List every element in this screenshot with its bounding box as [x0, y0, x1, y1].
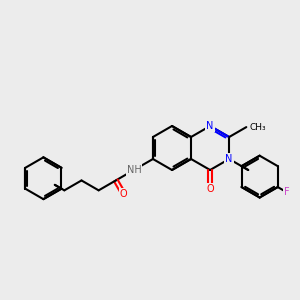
Text: O: O	[206, 184, 214, 194]
Text: N: N	[206, 121, 214, 131]
Text: O: O	[120, 189, 127, 199]
Text: CH₃: CH₃	[249, 123, 266, 132]
Text: F: F	[284, 187, 289, 197]
Text: NH: NH	[127, 165, 141, 175]
Text: N: N	[226, 154, 233, 164]
